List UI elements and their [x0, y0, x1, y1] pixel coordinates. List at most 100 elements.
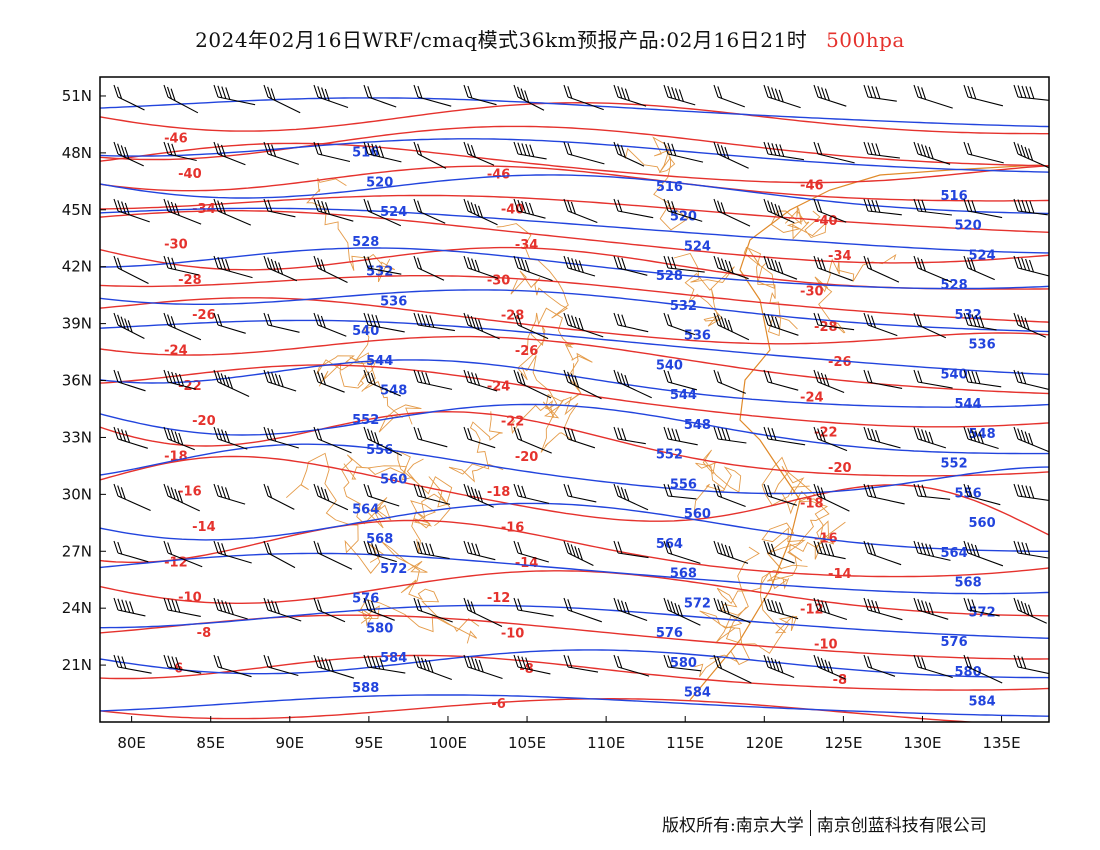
copyright-footer: 版权所有:南京大学 南京创蓝科技有限公司 — [662, 810, 987, 836]
wind-barb — [413, 255, 445, 281]
wind-barb — [863, 597, 903, 621]
wind-barb — [463, 654, 503, 680]
y-tick-label: 30N — [62, 485, 92, 503]
wind-barb — [613, 483, 649, 511]
wind-barb — [963, 597, 1000, 617]
isotherm-label: -28 — [501, 309, 525, 324]
wind-barb — [963, 84, 1004, 107]
wind-barb — [313, 255, 348, 283]
wind-barb — [813, 597, 848, 621]
wind-barb — [363, 312, 405, 333]
wind-barb — [813, 483, 850, 512]
height-label: 540 — [941, 367, 968, 382]
height-contour-line — [100, 289, 1049, 333]
wind-barb — [463, 198, 498, 226]
x-tick-label: 120E — [745, 734, 783, 752]
wind-barb — [213, 255, 253, 279]
height-labels: 5165165165205205205245245245285285285325… — [352, 146, 996, 710]
height-label: 560 — [684, 507, 711, 522]
height-contour-line — [100, 247, 1049, 290]
wind-barb — [713, 426, 747, 444]
wind-barb — [713, 597, 751, 624]
isotherm-label: -26 — [515, 344, 539, 359]
wind-barb — [563, 141, 605, 165]
wind-barb — [913, 654, 953, 679]
wind-barb — [863, 141, 900, 159]
height-contour-line — [100, 138, 1049, 173]
wind-barb — [163, 654, 202, 674]
wind-barb — [563, 540, 594, 566]
isotherm-label: -18 — [800, 496, 824, 511]
wind-barb — [363, 654, 406, 674]
wind-barb — [913, 369, 953, 389]
wind-barb — [413, 597, 453, 623]
isotherm-label: -40 — [178, 167, 202, 182]
height-label: 552 — [352, 413, 379, 428]
wind-barb — [363, 483, 400, 507]
wind-barb — [813, 654, 847, 680]
wind-barb — [113, 654, 152, 674]
height-label: 572 — [684, 596, 711, 611]
wind-barb — [113, 84, 145, 111]
wind-barb — [363, 369, 401, 397]
wind-barb — [263, 597, 302, 622]
isotherm-line — [100, 210, 1049, 264]
x-tick-label: 105E — [508, 734, 546, 752]
x-tick-label: 90E — [276, 734, 305, 752]
wind-barb — [813, 426, 848, 452]
wind-barb — [663, 141, 704, 163]
wind-barb — [513, 198, 546, 219]
wind-barb — [713, 483, 746, 508]
height-label: 560 — [969, 516, 996, 531]
x-tick-label: 115E — [666, 734, 704, 752]
wind-barb — [463, 483, 494, 508]
wind-barb — [813, 312, 855, 331]
wind-barb — [863, 540, 902, 566]
wind-barb — [963, 654, 1003, 684]
wind-barb — [263, 312, 300, 333]
wind-barb — [513, 597, 554, 617]
wind-barb — [363, 597, 395, 621]
wind-barb — [613, 369, 652, 399]
wind-barb — [463, 597, 503, 627]
wind-barb — [713, 255, 749, 280]
isotherm-line — [100, 297, 1049, 345]
wind-barb — [613, 312, 649, 333]
height-label: 580 — [955, 665, 982, 680]
wind-barb — [263, 198, 296, 218]
height-label: 576 — [941, 635, 968, 650]
x-tick-label: 125E — [824, 734, 862, 752]
height-contour-line — [100, 502, 1049, 553]
wind-barb — [913, 84, 953, 109]
height-contour-line — [100, 604, 1049, 639]
height-label: 556 — [670, 477, 697, 492]
wind-barb — [1013, 540, 1049, 559]
isotherm-label: -26 — [828, 355, 852, 370]
wind-barb — [1013, 141, 1049, 169]
isotherm-line — [100, 654, 1049, 691]
isotherm-label: -14 — [828, 567, 852, 582]
coastline — [689, 164, 1041, 701]
height-label: 548 — [969, 427, 996, 442]
wind-barb — [413, 654, 452, 681]
wind-barb — [463, 369, 498, 392]
isotherm-label: -20 — [192, 414, 216, 429]
wind-barb — [663, 198, 703, 222]
height-contour-line — [100, 207, 1049, 254]
wind-barb — [363, 198, 402, 227]
isotherm-label: -8 — [197, 626, 211, 641]
wind-barb — [463, 141, 495, 166]
y-tick-label: 45N — [62, 201, 92, 219]
isotherm-label: -46 — [487, 167, 511, 182]
height-label: 564 — [656, 537, 683, 552]
wind-barb — [563, 483, 597, 503]
wind-barb — [213, 312, 246, 334]
height-label: 544 — [670, 388, 697, 403]
wind-barb — [413, 540, 450, 560]
footer-owner: 版权所有:南京大学 — [662, 815, 804, 836]
height-label: 524 — [684, 240, 711, 255]
wind-barb — [163, 84, 199, 114]
wind-barb — [713, 84, 745, 108]
y-tick-label: 27N — [62, 542, 92, 560]
